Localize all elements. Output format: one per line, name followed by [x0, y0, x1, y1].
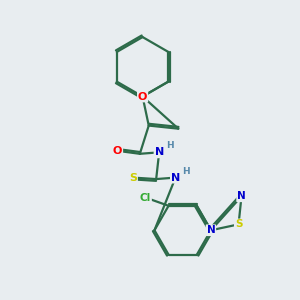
Text: N: N [207, 225, 215, 235]
Text: O: O [138, 92, 147, 101]
Text: S: S [129, 172, 137, 183]
Text: S: S [235, 219, 242, 230]
Text: N: N [171, 172, 180, 183]
Text: O: O [113, 146, 122, 156]
Text: N: N [154, 147, 164, 157]
Text: H: H [182, 167, 190, 176]
Text: H: H [166, 141, 173, 150]
Text: Cl: Cl [140, 194, 151, 203]
Text: N: N [237, 191, 246, 201]
